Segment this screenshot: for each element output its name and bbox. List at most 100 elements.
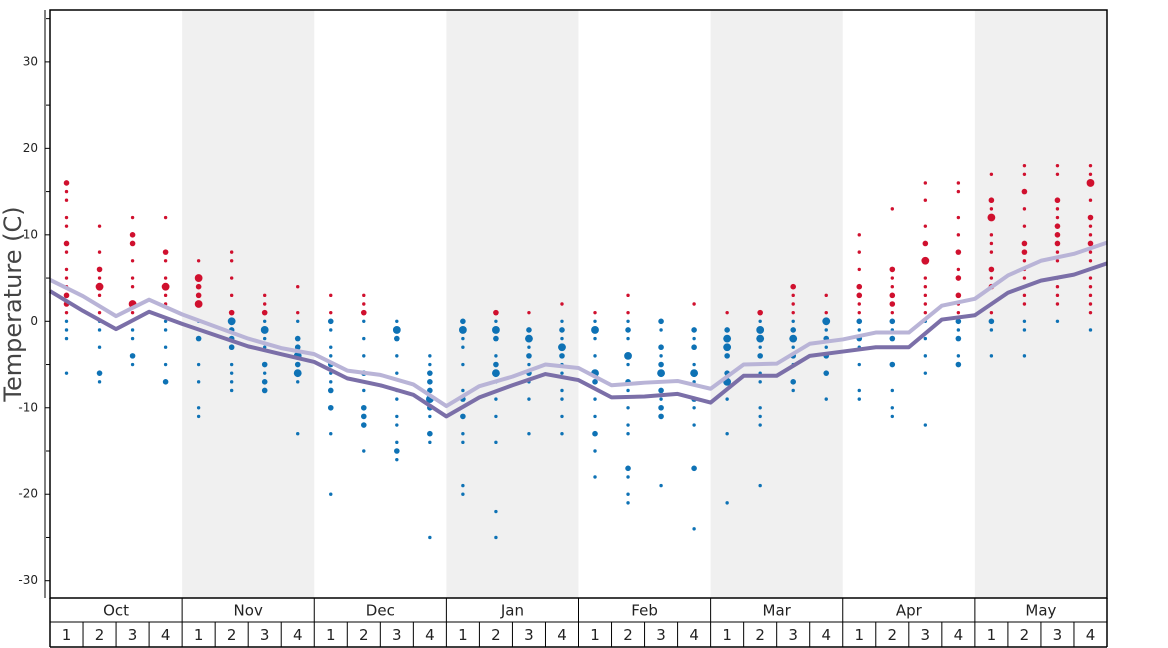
temperature-dot xyxy=(362,319,366,323)
temperature-dot xyxy=(1022,224,1027,228)
temperature-dot xyxy=(857,302,861,306)
temperature-dot xyxy=(1022,319,1027,323)
temperature-dot xyxy=(560,319,564,323)
temperature-dot xyxy=(1055,207,1060,211)
temperature-dot xyxy=(163,215,168,220)
temperature-dot xyxy=(1055,163,1060,168)
temperature-dot xyxy=(658,344,664,351)
temperature-dot xyxy=(1088,172,1093,176)
temperature-line xyxy=(48,261,1108,419)
month-shade xyxy=(446,10,579,598)
temperature-dot xyxy=(889,318,896,325)
temperature-dot xyxy=(196,406,201,410)
temperature-dot xyxy=(790,379,797,385)
temperature-dot xyxy=(1022,354,1027,358)
temperature-dot xyxy=(294,361,301,368)
month-label: Dec xyxy=(366,602,395,620)
temperature-dot xyxy=(857,233,861,237)
temperature-dot xyxy=(890,285,894,289)
temperature-dot xyxy=(789,334,798,343)
temperature-dot xyxy=(163,319,168,323)
temperature-dot xyxy=(956,354,961,358)
temperature-dot xyxy=(989,250,994,254)
temperature-dot xyxy=(294,335,301,342)
temperature-dot xyxy=(460,318,466,325)
temperature-dot xyxy=(757,353,763,359)
temperature-dot xyxy=(392,326,401,334)
temperature-dot xyxy=(163,293,168,298)
temperature-dot xyxy=(64,328,69,332)
temperature-dot xyxy=(329,345,333,349)
week-label: 1 xyxy=(194,626,204,644)
temperature-dot xyxy=(64,371,69,375)
temperature-dot xyxy=(229,380,234,384)
temperature-dot xyxy=(1055,259,1060,263)
temperature-dot xyxy=(626,310,630,315)
temperature-dot xyxy=(527,345,531,349)
temperature-dot xyxy=(1086,179,1095,187)
temperature-dot xyxy=(194,300,203,308)
temperature-dot xyxy=(1055,285,1060,289)
temperature-dot xyxy=(923,354,928,358)
temperature-dot xyxy=(162,249,169,255)
temperature-dot xyxy=(626,362,630,367)
temperature-dot xyxy=(194,274,203,282)
week-label: 4 xyxy=(425,626,435,644)
temperature-dot xyxy=(626,388,630,393)
temperature-dot xyxy=(989,241,994,246)
temperature-dot xyxy=(791,388,795,393)
temperature-dot xyxy=(261,379,268,385)
temperature-dot xyxy=(559,327,565,333)
temperature-dot xyxy=(691,465,697,472)
y-tick-label: -10 xyxy=(18,400,38,414)
temperature-dot xyxy=(196,380,201,384)
temperature-dot xyxy=(395,319,399,323)
temperature-dot xyxy=(593,354,597,358)
temperature-dot xyxy=(261,387,268,394)
temperature-dot xyxy=(1022,172,1027,176)
temperature-dot xyxy=(921,256,930,265)
temperature-dot xyxy=(922,240,929,247)
week-label: 2 xyxy=(359,626,369,644)
temperature-dot xyxy=(593,319,597,323)
month-label: Apr xyxy=(896,602,923,620)
y-tick-label: -30 xyxy=(18,573,38,587)
temperature-dot xyxy=(228,344,235,351)
temperature-dot xyxy=(955,335,962,342)
temperature-dot xyxy=(658,361,664,368)
temperature-dot xyxy=(791,345,795,349)
temperature-dot xyxy=(1054,197,1061,204)
temperature-dot xyxy=(461,432,465,436)
temperature-dot xyxy=(161,282,170,291)
temperature-dot xyxy=(988,197,995,204)
temperature-dot xyxy=(492,369,500,378)
temperature-dot xyxy=(493,309,499,316)
temperature-dot xyxy=(428,354,432,358)
temperature-dot xyxy=(428,535,432,540)
temperature-dot xyxy=(195,335,202,342)
temperature-dot xyxy=(724,353,730,359)
temperature-dot xyxy=(758,406,762,410)
temperature-dot xyxy=(989,310,994,315)
temperature-dot xyxy=(130,285,135,289)
temperature-dot xyxy=(890,414,894,419)
temperature-dot xyxy=(395,457,399,462)
temperature-dot xyxy=(95,282,104,291)
temperature-dot xyxy=(725,310,729,315)
temperature-dot xyxy=(263,293,267,298)
temperature-dot xyxy=(1055,293,1060,298)
month-label: Feb xyxy=(631,602,658,620)
temperature-dot xyxy=(1022,293,1027,298)
temperature-dot xyxy=(527,310,531,315)
week-label: 2 xyxy=(755,626,765,644)
temperature-dot xyxy=(296,319,300,323)
temperature-dot xyxy=(329,380,333,384)
temperature-dot xyxy=(293,369,302,378)
temperature-dot xyxy=(427,370,433,376)
temperature-dot xyxy=(525,334,533,343)
temperature-dot xyxy=(1055,250,1060,254)
temperature-dot xyxy=(395,371,399,375)
week-label: 3 xyxy=(128,626,138,644)
temperature-dot xyxy=(592,379,598,385)
